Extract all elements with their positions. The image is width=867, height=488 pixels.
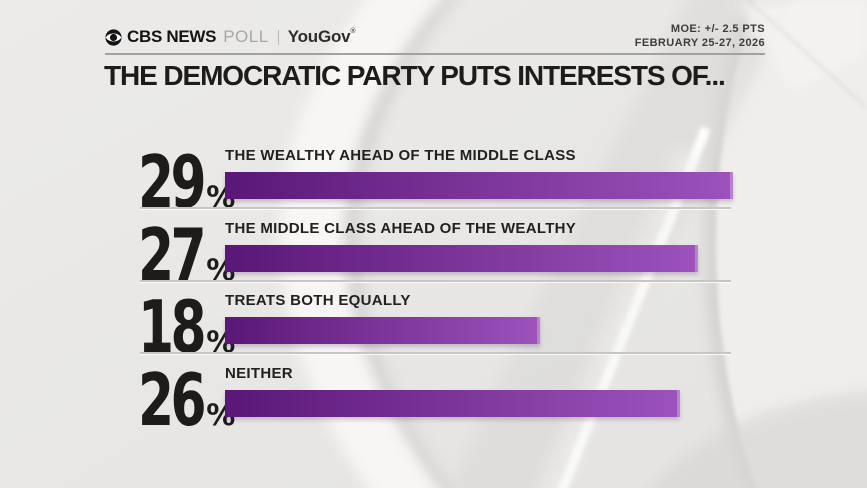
bar-value: 26 % <box>138 364 235 436</box>
bar-row: 18 % TREATS BOTH EQUALLY <box>138 287 778 363</box>
row-separator <box>140 352 731 354</box>
brand-lockup: CBS NEWS POLL YouGov® <box>105 27 356 47</box>
bar-row: 29 % THE WEALTHY AHEAD OF THE MIDDLE CLA… <box>138 142 778 218</box>
bar <box>225 245 698 272</box>
bar-value-number: 26 <box>138 358 207 442</box>
bar-label: TREATS BOTH EQUALLY <box>225 292 411 309</box>
brand-trademark: ® <box>350 28 356 35</box>
bar <box>225 390 680 417</box>
bar-row: 27 % THE MIDDLE CLASS AHEAD OF THE WEALT… <box>138 215 778 291</box>
brand-cbs-news: CBS NEWS <box>127 27 217 46</box>
header-rule <box>105 53 765 55</box>
row-separator <box>140 280 731 282</box>
row-separator <box>140 207 731 209</box>
brand-poll: POLL <box>223 27 269 46</box>
cbs-eye-icon <box>105 28 122 46</box>
bar <box>225 317 540 344</box>
bar-value: 27 % <box>138 219 235 291</box>
bar-label: NEITHER <box>225 365 293 382</box>
bar <box>225 172 733 199</box>
bar-label: THE WEALTHY AHEAD OF THE MIDDLE CLASS <box>225 147 576 164</box>
bar-value: 29 % <box>138 146 235 218</box>
bar-value-number: 29 <box>138 140 207 224</box>
brand-yougov: YouGov® <box>287 27 356 46</box>
bar-row: 26 % NEITHER <box>138 360 778 436</box>
poll-meta: MOE: +/- 2.5 PTS FEBRUARY 25-27, 2026 <box>635 22 765 50</box>
poll-dates: FEBRUARY 25-27, 2026 <box>634 37 765 49</box>
bar-label: THE MIDDLE CLASS AHEAD OF THE WEALTHY <box>225 220 577 237</box>
bar-value-number: 18 <box>138 285 207 369</box>
chart-title: THE DEMOCRATIC PARTY PUTS INTERESTS OF..… <box>104 60 726 91</box>
bar-value-number: 27 <box>138 213 207 297</box>
brand-divider <box>277 29 279 45</box>
margin-of-error: MOE: +/- 2.5 PTS <box>670 23 765 35</box>
